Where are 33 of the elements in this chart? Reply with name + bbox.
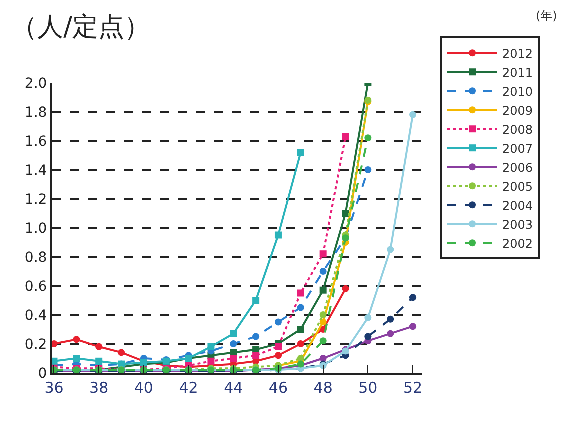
legend-label: 2004 [502,198,534,213]
chart-title: （人/定点） [12,12,150,43]
y-tick-label: 0.4 [24,308,48,324]
text: (年) [536,9,558,23]
x-tick-label: 36 [44,379,64,397]
y-tick-label: 1.8 [24,104,48,121]
legend-label: 2011 [502,66,534,80]
legend-label: 2009 [502,104,534,118]
legend-label: 2005 [502,180,534,194]
x-tick-label: 52 [403,379,423,397]
y-tick-label: 0.8 [24,250,48,266]
legend-label: 2002 [502,236,534,251]
legend-label: 2006 [502,160,534,175]
x-tick-label: 44 [224,379,244,397]
y-tick-label: 0.2 [24,336,48,353]
legend-label: 2012 [502,46,534,61]
legend-label: 2008 [502,122,534,137]
x-tick-label: 48 [314,379,333,397]
y-tick-label: 1.4 [24,162,48,179]
x-tick-label: 38 [90,379,109,397]
x-tick-label: 50 [358,379,378,397]
x-tick-label: 46 [268,379,288,397]
legend-label: 2003 [502,218,534,232]
y-tick-label: 1.0 [24,220,48,237]
legend-label: 2010 [502,84,534,99]
y-tick-label: 0.6 [24,278,48,295]
y-tick-label: 1.6 [24,134,48,150]
x-tick-label: 40 [134,379,154,397]
y-tick-label: 2.0 [24,76,48,92]
y-tick-label: 1.2 [24,192,48,208]
legend-label: 2007 [502,142,534,156]
x-tick-label: 42 [179,379,198,397]
y-tick-label: 0 [38,366,48,382]
